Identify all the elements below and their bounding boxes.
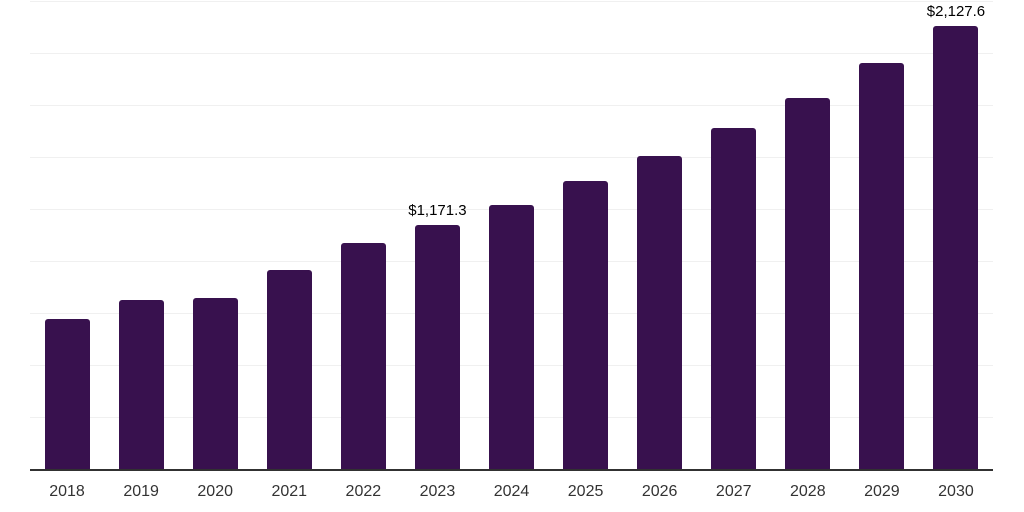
x-tick-2021: 2021 <box>271 483 308 500</box>
gridline <box>30 1 993 2</box>
x-tick-2023: 2023 <box>419 483 456 500</box>
bar-2027 <box>711 127 757 469</box>
x-tick-2028: 2028 <box>790 483 826 500</box>
x-tick-2022: 2022 <box>345 483 382 500</box>
x-tick-2026: 2026 <box>641 483 678 500</box>
bar-2029 <box>859 62 905 469</box>
bar-2018 <box>44 319 90 469</box>
bar-2019 <box>118 299 164 469</box>
x-tick-2027: 2027 <box>715 483 752 500</box>
x-axis-line <box>30 469 993 471</box>
x-tick-2018: 2018 <box>49 483 85 500</box>
data-label-2023: $1,171.3 <box>408 202 467 220</box>
x-tick-2030: 2030 <box>938 483 974 500</box>
x-tick-2024: 2024 <box>493 483 530 500</box>
bar-2021 <box>266 269 312 469</box>
gridline <box>30 105 993 106</box>
x-tick-2019: 2019 <box>123 483 159 500</box>
bar-2026 <box>637 155 683 469</box>
bar-2025 <box>563 180 609 469</box>
bar-2024 <box>489 204 534 469</box>
x-tick-2029: 2029 <box>864 483 900 500</box>
gridline <box>30 53 993 54</box>
gridline <box>30 157 993 158</box>
bar-2020 <box>192 298 238 469</box>
bar-2030 <box>933 26 979 469</box>
x-tick-2020: 2020 <box>197 483 233 500</box>
bar-2023 <box>414 225 460 469</box>
bar-2022 <box>340 242 386 469</box>
x-tick-2025: 2025 <box>567 483 604 500</box>
data-label-2030: $2,127.6 <box>926 3 986 21</box>
bar-2028 <box>785 97 831 469</box>
